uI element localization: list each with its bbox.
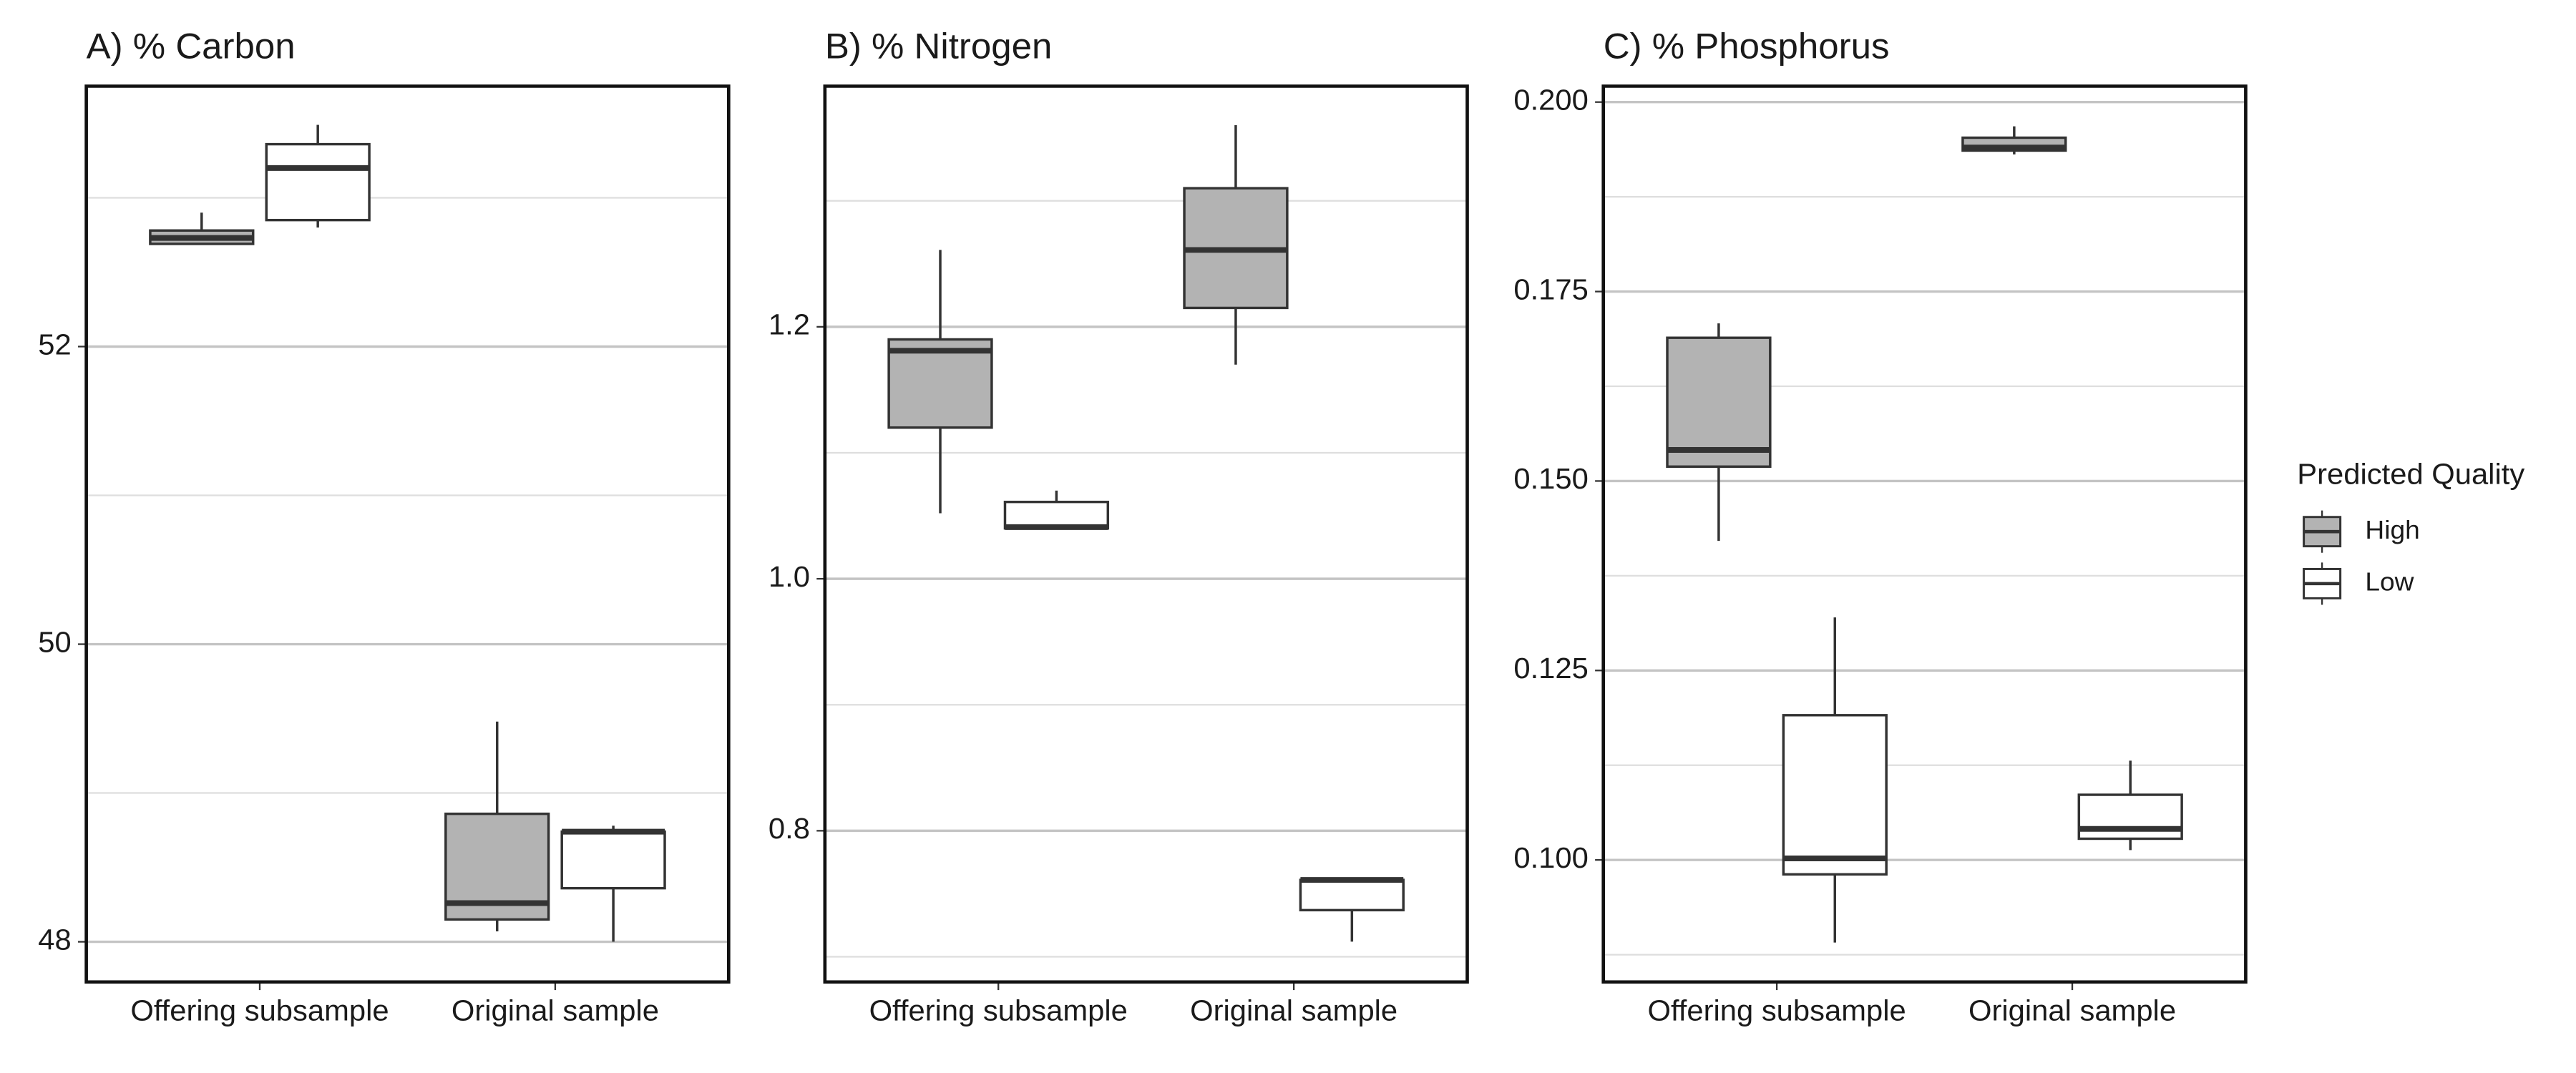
y-tick-label: 0.125 bbox=[1513, 652, 1588, 685]
y-tick-label: 0.200 bbox=[1513, 84, 1588, 117]
legend-label: Low bbox=[2365, 567, 2414, 597]
box bbox=[560, 830, 666, 890]
panel-border bbox=[1601, 84, 2248, 984]
x-tick-label: Offering subsample bbox=[869, 994, 1128, 1027]
legend-label: High bbox=[2365, 515, 2419, 544]
y-tick-label: 0.175 bbox=[1513, 273, 1588, 306]
y-tick-label: 48 bbox=[38, 923, 71, 956]
y-tick-label: 1.0 bbox=[769, 560, 810, 593]
panel-border bbox=[823, 84, 1469, 984]
y-tick-label: 52 bbox=[38, 328, 71, 361]
panel-border bbox=[84, 84, 731, 984]
y-tick-label: 0.150 bbox=[1513, 463, 1588, 496]
box bbox=[2077, 793, 2183, 841]
y-tick-label: 50 bbox=[38, 626, 71, 659]
y-tick-label: 0.100 bbox=[1513, 841, 1588, 874]
panel-title: C) % Phosphorus bbox=[1604, 26, 1890, 66]
box bbox=[265, 142, 371, 222]
panel-title: B) % Nitrogen bbox=[825, 26, 1053, 66]
box bbox=[887, 338, 993, 429]
legend-title: Predicted Quality bbox=[2297, 458, 2524, 491]
x-tick-label: Offering subsample bbox=[1647, 994, 1906, 1027]
box bbox=[1299, 878, 1405, 912]
y-tick-label: 1.2 bbox=[769, 308, 810, 341]
panel-title: A) % Carbon bbox=[87, 26, 296, 66]
x-tick-label: Offering subsample bbox=[130, 994, 389, 1027]
y-tick-label: 0.8 bbox=[769, 813, 810, 846]
x-tick-label: Original sample bbox=[452, 994, 659, 1027]
box bbox=[1782, 714, 1888, 876]
box bbox=[1003, 500, 1110, 530]
x-tick-label: Original sample bbox=[1190, 994, 1397, 1027]
box bbox=[1666, 336, 1772, 469]
x-tick-label: Original sample bbox=[1968, 994, 2176, 1027]
